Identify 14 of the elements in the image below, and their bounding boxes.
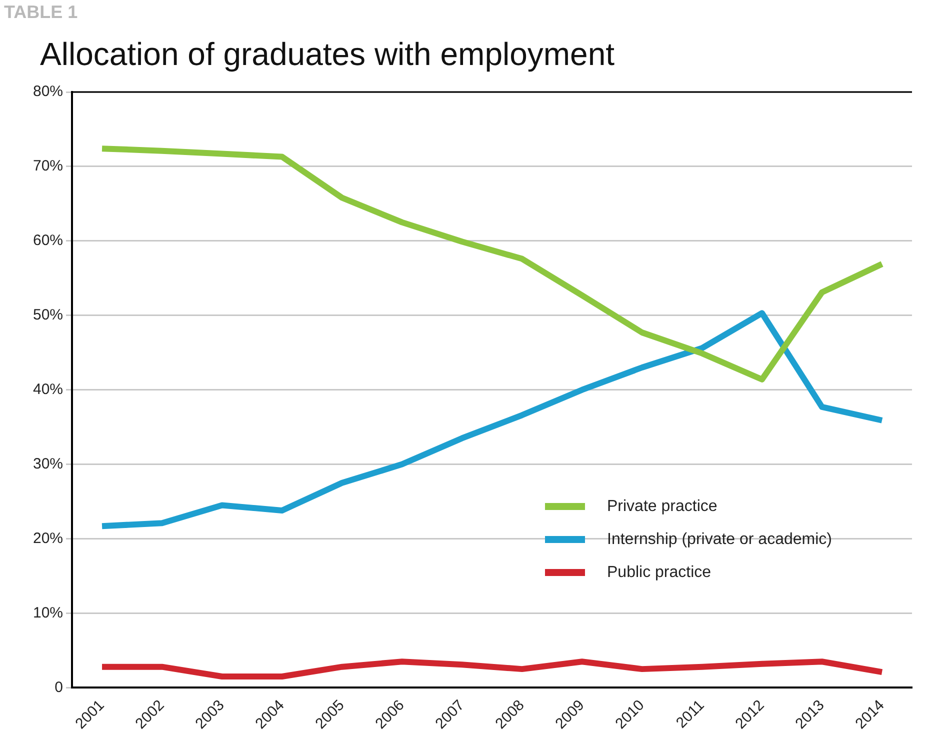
legend-label: Private practice (607, 498, 718, 516)
y-tick-label: 50% (32, 306, 64, 324)
y-tick-label: 10% (32, 604, 64, 622)
y-tick-label: 20% (32, 530, 64, 547)
caption: TABLE 1 (4, 2, 78, 22)
chart-title: Allocation of graduates with employment (40, 36, 615, 73)
y-tick-label: 80% (32, 83, 64, 100)
y-tick-label: 30% (32, 455, 64, 472)
y-tick-label: 40% (32, 380, 64, 398)
y-tick-label: 60% (32, 232, 64, 250)
y-tick-label: 70% (32, 158, 64, 175)
legend-label: Internship (private or academic) (607, 530, 832, 548)
legend-label: Public practice (607, 564, 712, 582)
y-tick-label: 0 (54, 678, 64, 696)
